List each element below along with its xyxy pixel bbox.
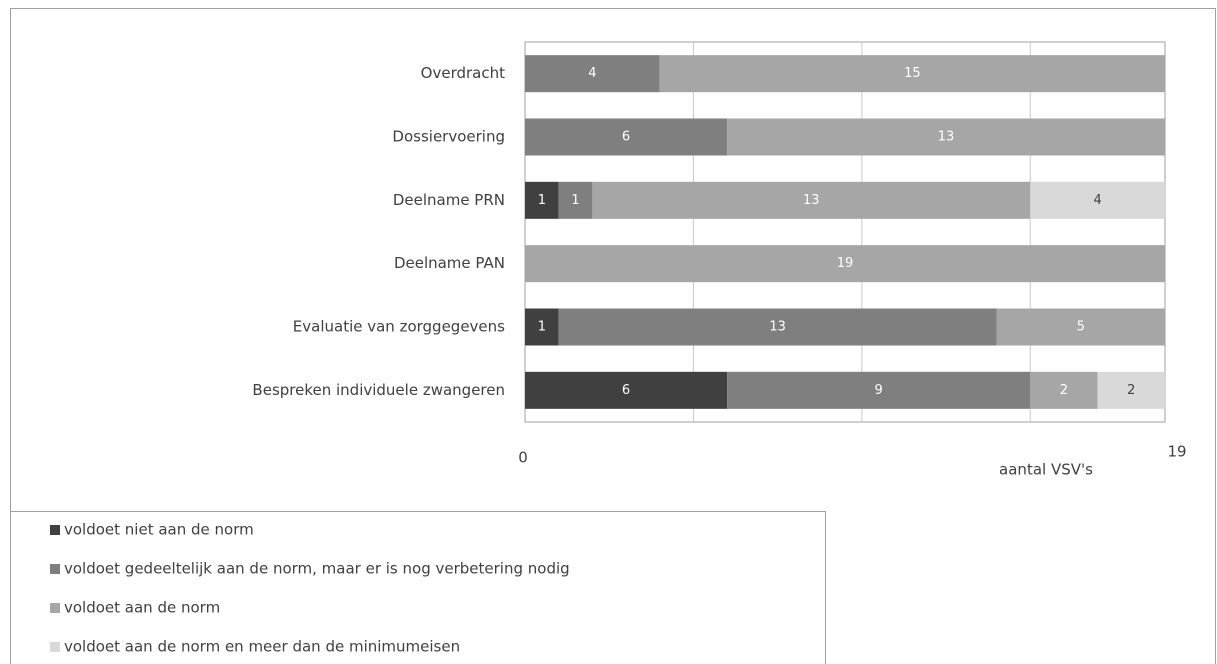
data-label: 9	[875, 383, 883, 398]
legend-label: voldoet niet aan de norm	[64, 521, 254, 539]
bar-segment	[558, 181, 593, 219]
bar-segment	[659, 55, 1165, 93]
bar-segment	[525, 181, 559, 219]
plot-area	[524, 41, 1166, 423]
chart-border	[10, 8, 1216, 664]
legend-box	[10, 511, 826, 664]
data-label: 6	[622, 130, 630, 145]
bar-segment	[525, 55, 660, 93]
bar-segment	[996, 308, 1165, 346]
legend-label: voldoet aan de norm en meer dan de minim…	[64, 638, 460, 656]
bar-segment	[525, 371, 728, 409]
data-label: 5	[1077, 320, 1085, 335]
bar-segment	[727, 118, 1165, 156]
data-label: 13	[938, 130, 955, 145]
data-label: 1	[538, 193, 546, 208]
bar-segment	[525, 118, 728, 156]
x-tick-label: 19	[1167, 443, 1186, 461]
x-tick-label: 0	[518, 449, 528, 467]
data-label: 1	[538, 320, 546, 335]
y-tick-label: Deelname PRN	[393, 191, 505, 209]
bar-segment	[558, 308, 997, 346]
bar-segment	[1030, 371, 1098, 409]
bar-segment	[525, 245, 1165, 283]
bar-segment	[525, 308, 559, 346]
y-tick-label: Evaluatie van zorggegevens	[293, 318, 505, 336]
bar-segment	[1097, 371, 1165, 409]
x-axis-label: aantal VSV's	[999, 461, 1093, 479]
data-label: 19	[837, 256, 854, 271]
data-label: 6	[622, 383, 630, 398]
data-label: 1	[571, 193, 579, 208]
y-tick-label: Dossiervoering	[392, 128, 505, 146]
bar-segment	[727, 371, 1031, 409]
y-tick-label: Bespreken individuele zwangeren	[252, 381, 505, 399]
data-label: 15	[904, 66, 921, 81]
legend-label: voldoet gedeeltelijk aan de norm, maar e…	[64, 560, 570, 578]
legend-swatch	[50, 603, 60, 613]
legend-swatch	[50, 525, 60, 535]
bar-segment	[592, 181, 1031, 219]
data-label: 4	[588, 66, 596, 81]
data-label: 2	[1127, 383, 1135, 398]
y-tick-label: Overdracht	[421, 64, 505, 82]
data-label: 13	[769, 320, 786, 335]
data-label: 13	[803, 193, 820, 208]
legend-label: voldoet aan de norm	[64, 599, 220, 617]
y-tick-label: Deelname PAN	[394, 254, 505, 272]
bar-segment	[1030, 181, 1165, 219]
legend-swatch	[50, 642, 60, 652]
data-label: 4	[1093, 193, 1101, 208]
data-label: 2	[1060, 383, 1068, 398]
legend-swatch	[50, 564, 60, 574]
